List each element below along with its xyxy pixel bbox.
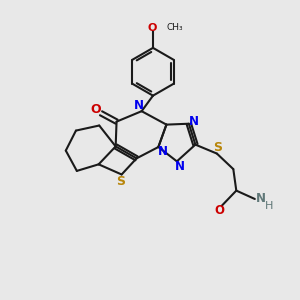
Text: O: O xyxy=(214,204,224,218)
Text: S: S xyxy=(116,175,125,188)
Text: H: H xyxy=(265,200,273,211)
Text: CH₃: CH₃ xyxy=(167,23,183,32)
Text: N: N xyxy=(158,145,168,158)
Text: N: N xyxy=(134,99,144,112)
Text: O: O xyxy=(90,103,101,116)
Text: N: N xyxy=(256,192,266,205)
Text: S: S xyxy=(213,141,222,154)
Text: O: O xyxy=(148,22,157,33)
Text: N: N xyxy=(175,160,185,173)
Text: N: N xyxy=(189,115,199,128)
